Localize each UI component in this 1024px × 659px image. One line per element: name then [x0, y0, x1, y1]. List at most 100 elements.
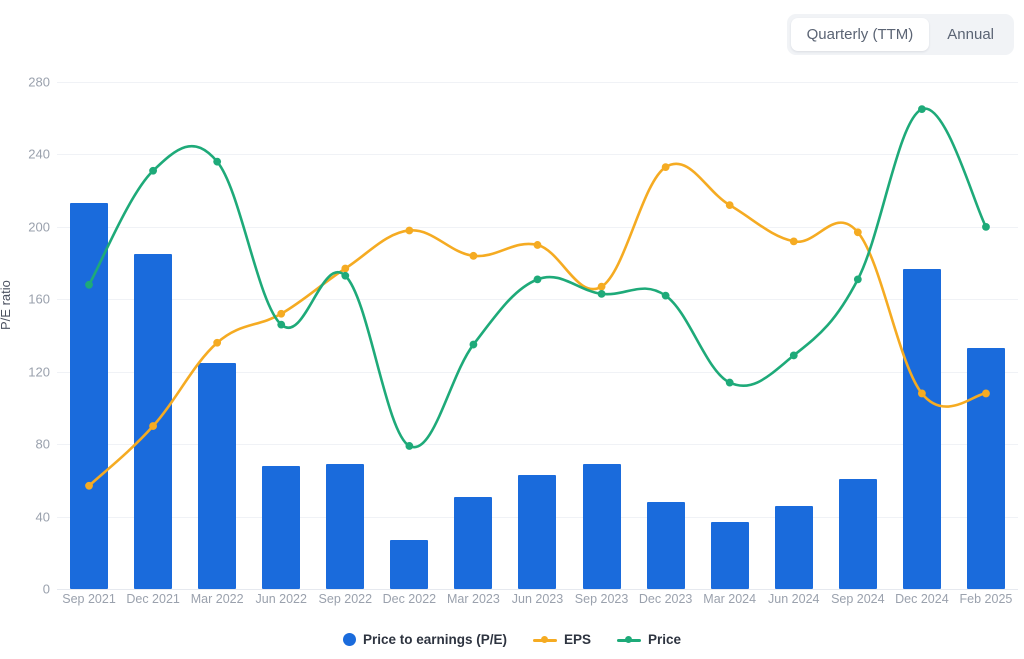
gridline: [57, 589, 1018, 590]
bar-slot[interactable]: [762, 82, 826, 589]
bar-slot[interactable]: [313, 82, 377, 589]
gridline: [57, 299, 1018, 301]
data-point[interactable]: [213, 338, 222, 347]
x-tick-label: Dec 2024: [895, 592, 949, 606]
line-series: [85, 105, 990, 490]
data-point[interactable]: [149, 166, 157, 175]
x-tick-label: Jun 2024: [768, 592, 820, 606]
toggle-annual[interactable]: Annual: [931, 18, 1010, 51]
bar-slot[interactable]: [57, 82, 121, 589]
data-point[interactable]: [853, 228, 862, 237]
bar-slot[interactable]: [185, 82, 249, 589]
data-point[interactable]: [982, 389, 990, 398]
bar-slot[interactable]: [249, 82, 313, 589]
data-point[interactable]: [789, 351, 798, 360]
line-path-eps: [87, 162, 988, 488]
data-point[interactable]: [405, 442, 414, 450]
data-point[interactable]: [277, 309, 286, 318]
data-point[interactable]: [469, 251, 478, 260]
legend-line-icon: [533, 633, 557, 646]
data-point[interactable]: [149, 422, 157, 430]
x-tick-label: Dec 2021: [126, 592, 180, 606]
data-point[interactable]: [533, 241, 542, 249]
x-tick-label: Mar 2022: [190, 592, 244, 606]
bar-slot[interactable]: [954, 82, 1018, 589]
period-toggle[interactable]: Quarterly (TTM) Annual: [786, 14, 1014, 55]
y-tick-label: 160: [28, 291, 50, 307]
bar[interactable]: [70, 203, 109, 589]
data-point[interactable]: [853, 275, 862, 284]
legend-dot-icon: [342, 633, 356, 646]
x-tick-label: Sep 2021: [62, 592, 116, 606]
data-point[interactable]: [725, 201, 734, 210]
toggle-quarterly-ttm[interactable]: Quarterly (TTM): [790, 18, 930, 51]
bar-slot[interactable]: [826, 82, 890, 589]
bar[interactable]: [390, 540, 429, 589]
x-tick-label: Sep 2022: [318, 592, 373, 606]
chart-legend: Price to earnings (P/E) EPS Price: [0, 632, 1024, 647]
gridline: [57, 226, 1018, 228]
bar[interactable]: [774, 505, 813, 589]
x-tick-label: Mar 2023: [447, 592, 500, 606]
bar[interactable]: [326, 464, 365, 589]
bar-slot[interactable]: [570, 82, 634, 589]
data-point[interactable]: [597, 289, 606, 298]
legend-eps[interactable]: EPS: [533, 632, 591, 647]
y-tick-label: 80: [35, 436, 50, 452]
data-point[interactable]: [725, 378, 734, 387]
bar-slot[interactable]: [441, 82, 505, 589]
bar[interactable]: [646, 502, 685, 589]
gridline: [57, 154, 1018, 156]
bar-slot[interactable]: [698, 82, 762, 589]
bar[interactable]: [198, 362, 237, 589]
bar[interactable]: [902, 268, 941, 589]
data-point[interactable]: [661, 163, 670, 171]
data-point[interactable]: [982, 222, 990, 231]
data-point[interactable]: [277, 320, 286, 329]
data-point[interactable]: [597, 282, 606, 291]
data-point[interactable]: [341, 264, 350, 273]
x-axis-labels: Sep 2021 Dec 2021 Mar 2022 Jun 2022 Sep 2022…: [57, 592, 1018, 616]
data-point[interactable]: [533, 275, 542, 284]
data-point[interactable]: [789, 237, 798, 246]
data-point[interactable]: [85, 481, 93, 490]
bar-slot[interactable]: [634, 82, 698, 589]
data-point[interactable]: [661, 291, 670, 300]
data-point[interactable]: [213, 157, 222, 166]
bar-slot[interactable]: [377, 82, 441, 589]
data-point[interactable]: [918, 389, 926, 398]
x-tick-label: Sep 2024: [831, 592, 885, 606]
y-tick-label: 40: [35, 509, 50, 525]
bar[interactable]: [582, 464, 621, 589]
x-tick-label: Sep 2023: [574, 592, 629, 606]
bar[interactable]: [518, 474, 557, 589]
x-tick-label: Jun 2023: [511, 592, 564, 606]
y-tick-label: 240: [28, 146, 50, 162]
bar[interactable]: [966, 348, 1005, 589]
legend-label: Price to earnings (P/E): [362, 632, 507, 647]
bar[interactable]: [838, 478, 877, 589]
legend-price[interactable]: Price: [617, 632, 681, 647]
bar[interactable]: [454, 496, 493, 589]
bar-series: [57, 82, 1018, 589]
x-tick-label: Mar 2024: [703, 592, 757, 606]
bar-slot[interactable]: [890, 82, 954, 589]
gridline: [57, 371, 1018, 373]
bar[interactable]: [262, 465, 301, 589]
x-tick-label: Dec 2023: [638, 592, 693, 606]
data-point[interactable]: [469, 340, 478, 349]
data-point[interactable]: [85, 280, 93, 289]
legend-label: Price: [648, 632, 682, 647]
bar-slot[interactable]: [121, 82, 185, 589]
plot-area: [57, 82, 1018, 590]
bar[interactable]: [710, 522, 749, 589]
y-tick-label: 280: [28, 74, 50, 90]
x-tick-label: Feb 2025: [959, 592, 1013, 606]
data-point[interactable]: [341, 271, 350, 280]
data-point[interactable]: [405, 226, 414, 235]
legend-pe[interactable]: Price to earnings (P/E): [342, 632, 507, 647]
bar-slot[interactable]: [505, 82, 569, 589]
bar[interactable]: [134, 254, 173, 589]
data-point[interactable]: [918, 105, 926, 114]
